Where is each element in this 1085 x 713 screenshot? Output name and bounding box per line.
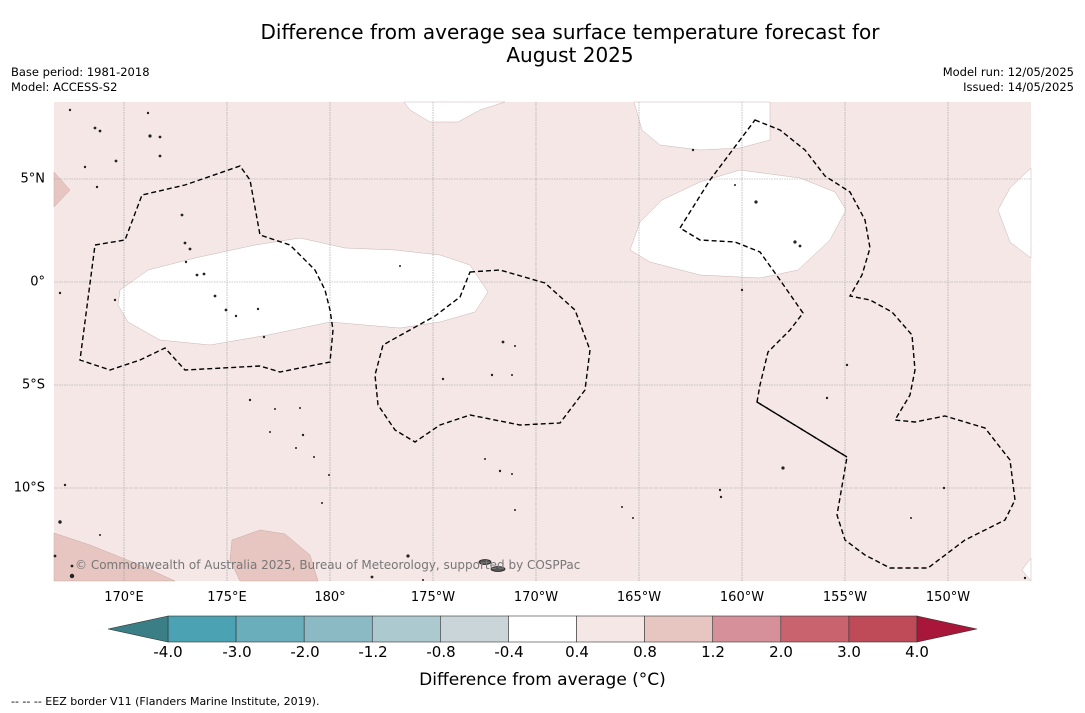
colorbar-cells — [167, 615, 918, 643]
lat-label-0: 0° — [30, 274, 45, 290]
colorbar-cell — [508, 615, 577, 643]
colorbar-tick: 4.0 — [905, 643, 929, 661]
lon-label-175w: 175°W — [410, 590, 456, 605]
colorbar-tick: -3.0 — [222, 643, 252, 661]
base-period: Base period: 1981-2018 — [11, 65, 150, 79]
colorbar-tick: 0.4 — [565, 643, 589, 661]
meta-left: Base period: 1981-2018 Model: ACCESS-S2 — [11, 65, 150, 95]
colorbar-cell — [712, 615, 782, 643]
lat-label-5s: 5°S — [21, 377, 45, 393]
colorbar-low-extend — [107, 615, 169, 643]
lat-label-5n: 5°N — [20, 171, 46, 187]
colorbar-cell — [371, 615, 441, 643]
eez-border-west — [79, 165, 334, 373]
title-line-1: Difference from average sea surface temp… — [260, 20, 880, 44]
eez-border-east — [679, 119, 1016, 569]
copyright-notice: © Commonwealth of Australia 2025, Bureau… — [75, 558, 581, 572]
eez-border-east-segment — [756, 401, 848, 458]
eez-legend-note: -- -- -- EEZ border V11 (Flanders Marine… — [11, 695, 320, 708]
colorbar-tick: 2.0 — [769, 643, 793, 661]
lon-label-170w: 170°W — [513, 590, 559, 605]
model-run: Model run: 12/05/2025 — [942, 65, 1074, 79]
colorbar-tick: 3.0 — [837, 643, 861, 661]
colorbar-cell — [780, 615, 850, 643]
title-line-2: August 2025 — [506, 43, 634, 67]
lon-label-155w: 155°W — [822, 590, 868, 605]
eez-borders — [79, 119, 1016, 569]
neutral-region-far-southeast — [1021, 557, 1032, 582]
warm-patch-west — [53, 171, 71, 208]
colorbar-tick: 1.2 — [701, 643, 725, 661]
neutral-region-far-east — [997, 167, 1032, 259]
colorbar-cell — [440, 615, 509, 643]
colorbar-tick: -0.8 — [426, 643, 456, 661]
model-name: Model: ACCESS-S2 — [11, 80, 118, 94]
eez-border-central — [374, 269, 591, 443]
neutral-region-northeast — [633, 101, 771, 151]
islands — [53, 108, 1027, 582]
lon-label-160w: 160°W — [719, 590, 765, 605]
chart-title: Difference from average sea surface temp… — [0, 21, 1085, 67]
warm-patch-south — [229, 529, 319, 582]
neutral-region-central — [117, 237, 489, 346]
neutral-region-east — [629, 169, 847, 279]
lon-label-175e: 175°E — [207, 590, 247, 605]
colorbar-cell — [576, 615, 645, 643]
colorbar-tick: 0.8 — [633, 643, 657, 661]
colorbar-tick: -4.0 — [153, 643, 183, 661]
colorbar-label: Difference from average (°C) — [419, 670, 666, 690]
colorbar-cell — [848, 615, 918, 643]
lat-label-10s: 10°S — [13, 480, 45, 496]
meta-right: Model run: 12/05/2025 Issued: 14/05/2025 — [943, 65, 1074, 95]
warm-patch-southwest — [53, 532, 176, 582]
lon-label-170e: 170°E — [104, 590, 144, 605]
colorbar-tick: -1.2 — [358, 643, 388, 661]
colorbar-tick: -0.4 — [494, 643, 524, 661]
colorbar-cell — [167, 615, 237, 643]
colorbar-cell — [644, 615, 714, 643]
colorbar-high-extend — [916, 615, 978, 643]
lon-label-180: 180° — [314, 590, 346, 605]
colorbar-tick: -2.0 — [290, 643, 320, 661]
colorbar-cell — [235, 615, 305, 643]
lon-label-165w: 165°W — [616, 590, 662, 605]
neutral-region-north — [403, 101, 506, 123]
colorbar-cell — [303, 615, 373, 643]
lon-label-150w: 150°W — [925, 590, 971, 605]
issued-date: Issued: 14/05/2025 — [963, 80, 1074, 94]
